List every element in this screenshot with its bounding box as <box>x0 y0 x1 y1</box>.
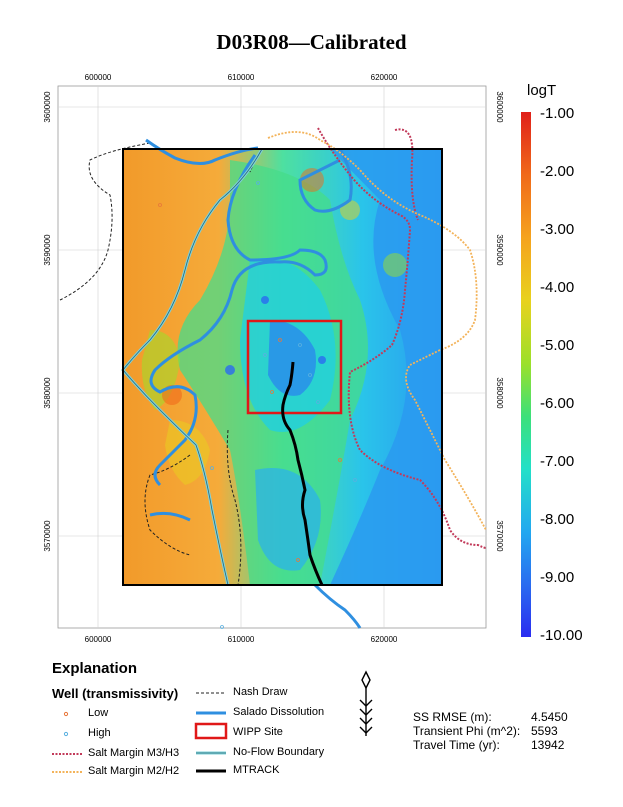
map-title: D03R08—Calibrated <box>216 30 407 54</box>
colorbar-label: -1.00 <box>540 105 574 122</box>
wipp-site-boundary <box>246 319 343 415</box>
transmissivity-field <box>123 149 442 585</box>
model-domain-outline <box>122 148 443 586</box>
colorbar-label: -3.00 <box>540 221 574 238</box>
y-tick-label: 3590000 <box>43 234 52 266</box>
colorbar-label: -7.00 <box>540 453 574 470</box>
y-tick-label: 3580000 <box>43 377 52 409</box>
x-ticks-top: 600000 610000 620000 <box>85 73 398 82</box>
north-arrow-icon <box>359 670 373 736</box>
colorbar <box>521 112 531 637</box>
stat-row-travel: Travel Time (yr): 13942 <box>413 738 591 752</box>
salado-dissolution-line <box>145 138 362 629</box>
y-tick-label: 3600000 <box>43 91 52 123</box>
colorbar-label: -2.00 <box>540 163 574 180</box>
colorbar-label: -6.00 <box>540 395 574 412</box>
colorbar-label: -9.00 <box>540 569 574 586</box>
mtrack-path <box>281 361 324 586</box>
x-tick-label: 610000 <box>228 635 255 644</box>
legend-salt-m2: Salt Margin M2/H2 <box>88 765 180 777</box>
legend-low: Low <box>88 707 109 719</box>
phi-label: Transient Phi (m^2): <box>413 724 521 738</box>
legend-nash-draw: Nash Draw <box>233 686 288 698</box>
x-tick-label: 620000 <box>371 635 398 644</box>
y-ticks-right: 3600000 3590000 3580000 3570000 <box>495 91 504 552</box>
legend-high: High <box>88 727 111 739</box>
y-tick-label: 3570000 <box>43 520 52 552</box>
travel-value: 13942 <box>531 738 565 752</box>
colorbar-label: -4.00 <box>540 279 574 296</box>
wells <box>158 181 357 629</box>
legend-salt-m3: Salt Margin M3/H3 <box>88 747 180 759</box>
stat-row-rmse: SS RMSE (m): 4.5450 <box>413 710 591 724</box>
travel-label: Travel Time (yr): <box>413 738 500 752</box>
x-tick-label: 600000 <box>85 73 112 82</box>
map-frame <box>57 85 487 629</box>
y-tick-label: 3570000 <box>495 520 504 552</box>
colorbar-labels: -1.00 -2.00 -3.00 -4.00 -5.00 -6.00 -7.0… <box>540 105 583 644</box>
legend-symbols <box>52 692 228 773</box>
y-ticks-left: 3600000 3590000 3580000 3570000 <box>43 91 52 552</box>
high-well-symbol <box>63 731 69 737</box>
x-ticks-bottom: 600000 610000 620000 <box>85 635 398 644</box>
statistics-block: SS RMSE (m): 4.5450 Transient Phi (m^2):… <box>413 710 591 752</box>
colorbar-label: -10.00 <box>540 627 583 644</box>
rmse-label: SS RMSE (m): <box>413 710 492 724</box>
legend-no-flow: No-Flow Boundary <box>233 746 325 758</box>
x-tick-label: 610000 <box>228 73 255 82</box>
legend-mtrack: MTRACK <box>233 764 280 776</box>
y-tick-label: 3580000 <box>495 377 504 409</box>
rmse-value: 4.5450 <box>531 710 568 724</box>
well-heading: Well (transmissivity) <box>52 686 179 701</box>
colorbar-label: -8.00 <box>540 511 574 528</box>
y-tick-label: 3600000 <box>495 91 504 123</box>
low-well-symbol <box>63 711 69 717</box>
salt-margin-m2-line <box>267 131 487 531</box>
stat-row-phi: Transient Phi (m^2): 5593 <box>413 724 591 738</box>
legend-heading: Explanation <box>52 660 138 677</box>
legend-salado: Salado Dissolution <box>233 706 325 718</box>
wipp-symbol <box>194 722 228 740</box>
salt-margin-m3-line <box>317 127 487 549</box>
colorbar-label: -5.00 <box>540 337 574 354</box>
legend-wipp: WIPP Site <box>233 726 283 738</box>
phi-value: 5593 <box>531 724 558 738</box>
y-tick-label: 3590000 <box>495 234 504 266</box>
x-tick-label: 600000 <box>85 635 112 644</box>
colorbar-title: logT <box>527 82 556 99</box>
x-tick-label: 620000 <box>371 73 398 82</box>
